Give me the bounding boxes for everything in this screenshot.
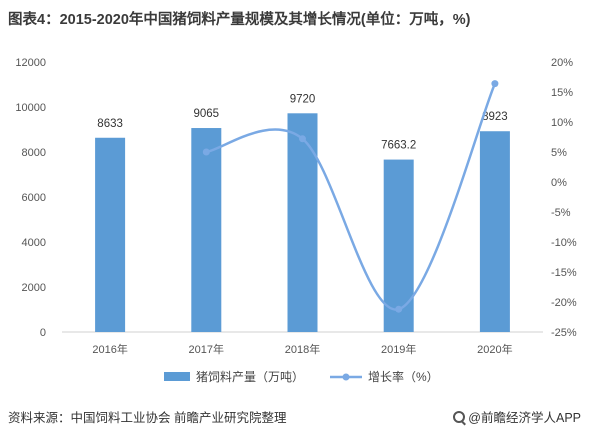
right-tick-label: 0% xyxy=(551,177,567,189)
bar xyxy=(191,128,222,332)
legend-line-marker xyxy=(342,373,350,381)
right-tick-label: -15% xyxy=(551,267,577,279)
x-tick-label: 2017年 xyxy=(189,342,224,356)
right-tick-label: -5% xyxy=(551,207,571,219)
bar-value-label: 8633 xyxy=(97,118,123,130)
growth-points xyxy=(202,80,499,313)
legend-line-label: 增长率（%） xyxy=(368,369,439,384)
right-tick-label: -20% xyxy=(551,297,577,309)
source-note: 资料来源：中国饲料工业协会 前瞻产业研究院整理 xyxy=(8,411,287,425)
left-tick-label: 4000 xyxy=(22,237,46,249)
right-tick-label: 20% xyxy=(551,57,573,69)
left-tick-label: 2000 xyxy=(22,282,46,294)
x-tick-label: 2016年 xyxy=(92,342,127,356)
x-tick-label: 2020年 xyxy=(477,342,512,356)
bar-value-label: 9065 xyxy=(194,108,220,120)
left-axis: 0 2000 4000 6000 8000 10000 12000 xyxy=(15,57,46,339)
growth-point xyxy=(491,80,499,88)
growth-point xyxy=(395,305,403,313)
left-tick-label: 10000 xyxy=(15,102,46,114)
right-tick-label: -10% xyxy=(551,237,577,249)
right-tick-label: 10% xyxy=(551,117,573,129)
x-tick-label: 2018年 xyxy=(285,342,320,356)
left-tick-label: 0 xyxy=(40,327,46,339)
right-tick-label: 5% xyxy=(551,147,567,159)
bar-value-label: 9720 xyxy=(290,93,316,105)
legend: 猪饲料产量（万吨） 增长率（%） xyxy=(164,369,439,384)
bar-series: 8633 9065 9720 7663.2 8923 xyxy=(95,93,510,332)
left-tick-label: 12000 xyxy=(15,57,46,69)
magnifier-icon xyxy=(453,410,466,423)
brand-mark: @前瞻经济学人APP xyxy=(453,407,581,426)
right-axis: -25% -20% -15% -10% -5% 0% 5% 10% 15% 20% xyxy=(551,57,577,339)
right-tick-label: 15% xyxy=(551,87,573,99)
growth-line xyxy=(206,83,497,311)
left-tick-label: 6000 xyxy=(22,192,46,204)
growth-point xyxy=(202,148,210,156)
bar-value-label: 8923 xyxy=(482,111,508,123)
bar-value-label: 7663.2 xyxy=(381,140,416,152)
legend-bar-swatch xyxy=(164,372,190,381)
x-tick-label: 2019年 xyxy=(381,342,416,356)
bar xyxy=(479,131,510,332)
right-tick-label: -25% xyxy=(551,327,577,339)
x-axis: 2016年 2017年 2018年 2019年 2020年 xyxy=(92,342,512,356)
growth-point xyxy=(299,135,306,143)
bar xyxy=(95,137,126,332)
bar xyxy=(287,113,318,332)
legend-bar-label: 猪饲料产量（万吨） xyxy=(196,370,304,384)
left-tick-label: 8000 xyxy=(22,147,46,159)
brand-text: @前瞻经济学人APP xyxy=(468,411,581,425)
chart-title: 图表4：2015-2020年中国猪饲料产量规模及其增长情况(单位：万吨，%) xyxy=(8,12,471,28)
